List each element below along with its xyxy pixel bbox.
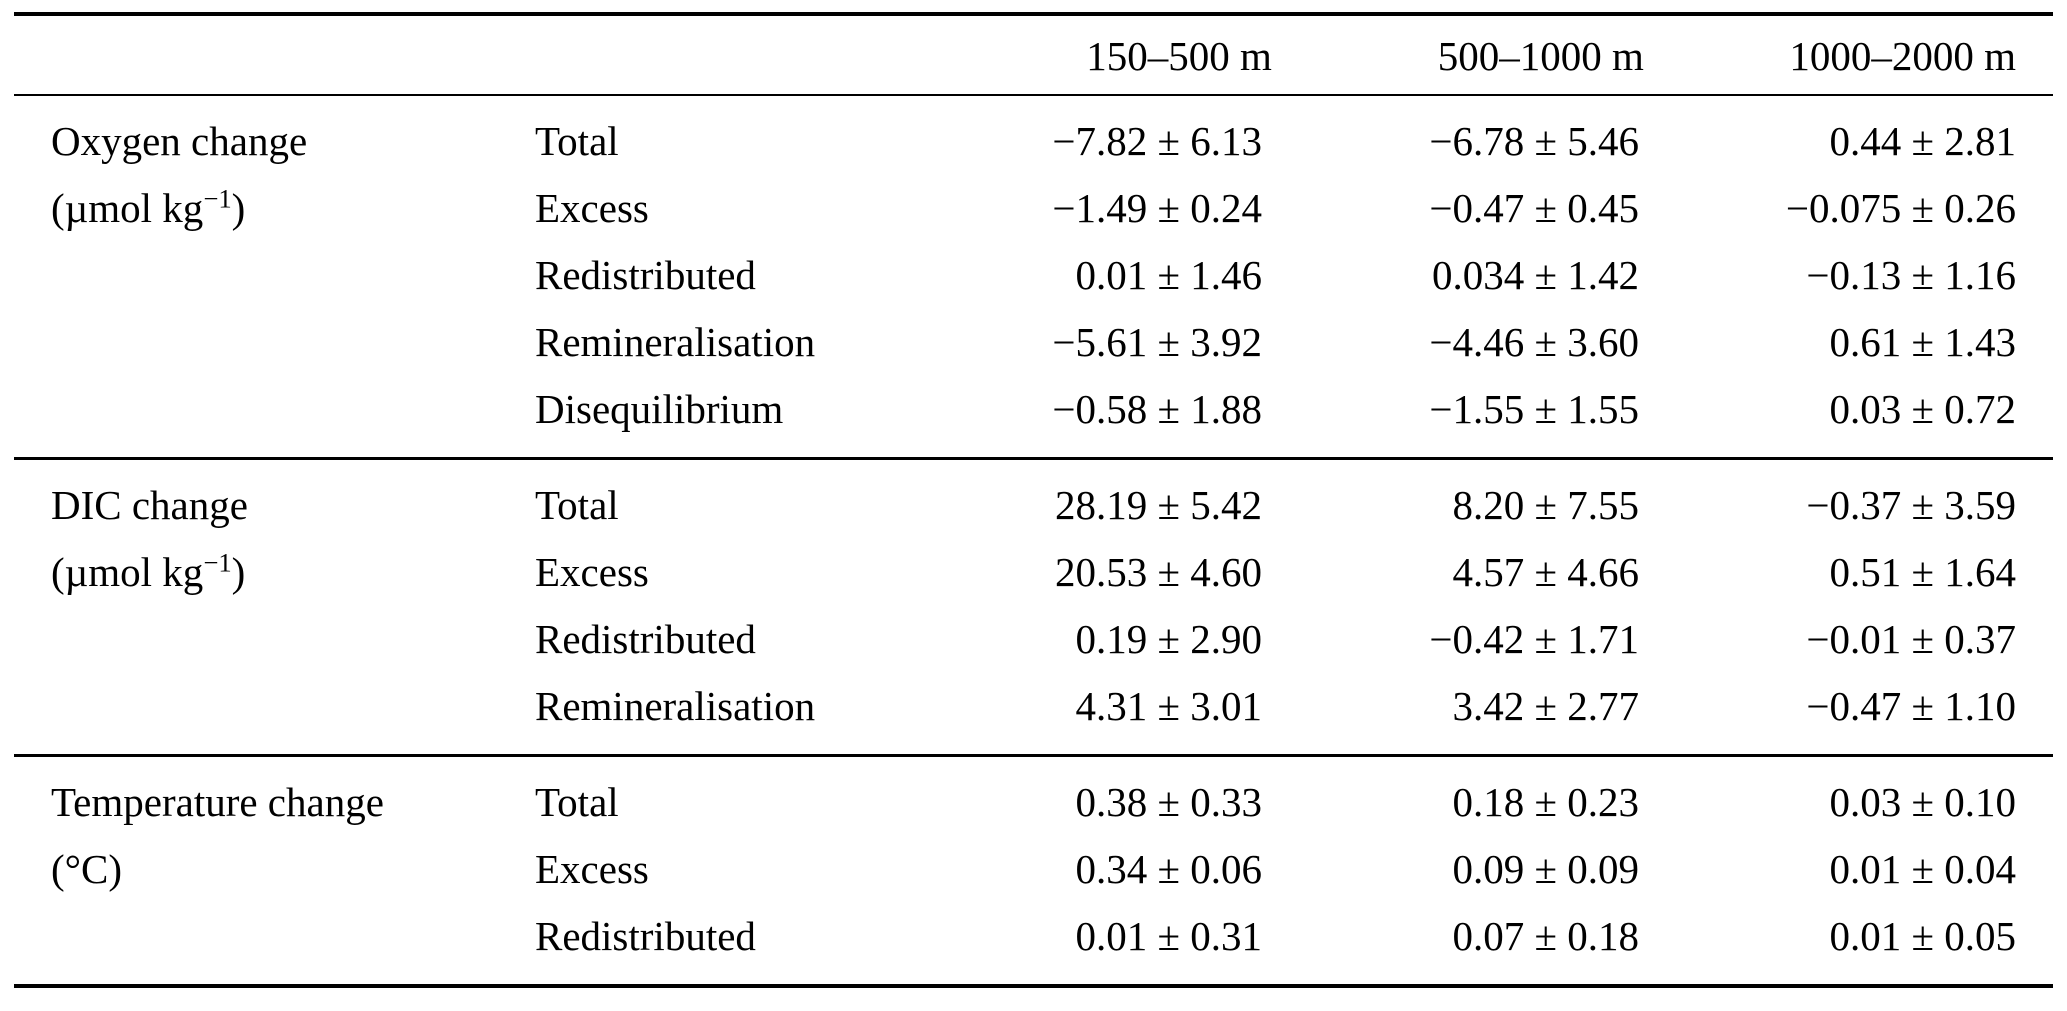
table-row: Total −7.82 ± 6.13 −6.78 ± 5.46 0.44 ± 2… [535,108,2016,175]
group-label-line1: Temperature change [51,779,384,825]
unit-pre: (µmol kg [51,185,204,231]
value-cell: 0.44 ± 2.81 [1829,118,2016,164]
table-row: Remineralisation 4.31 ± 3.01 3.42 ± 2.77… [535,673,2016,740]
component-label: Total [535,482,619,528]
table-row: Disequilibrium −0.58 ± 1.88 −1.55 ± 1.55… [535,376,2016,443]
section-rows: Total 0.38 ± 0.33 0.18 ± 0.23 0.03 ± 0.1… [535,769,2016,970]
section-rows: Total 28.19 ± 5.42 8.20 ± 7.55 −0.37 ± 3… [535,472,2016,740]
unit-post: ) [231,549,246,595]
value-cell: 0.09 ± 0.09 [1452,846,1639,892]
component-label: Total [535,779,619,825]
group-label-oxygen: Oxygen change (µmol kg−1) [51,108,535,443]
value-cell: −0.42 ± 1.71 [1429,616,1639,662]
group-label-unit: (µmol kg−1) [51,175,535,242]
unit-pre: (µmol kg [51,549,204,595]
value-cell: 0.01 ± 0.31 [1075,913,1262,959]
value-cell: −0.47 ± 1.10 [1806,683,2016,729]
value-cell: 0.03 ± 0.72 [1829,386,2016,432]
group-label-dic: DIC change (µmol kg−1) [51,472,535,740]
value-cell: 4.57 ± 4.66 [1452,549,1639,595]
value-cell: 0.01 ± 1.46 [1075,252,1262,298]
value-cell: 3.42 ± 2.77 [1452,683,1639,729]
section-dic-change: DIC change (µmol kg−1) Total 28.19 ± 5.4… [14,457,2053,754]
value-cell: −0.58 ± 1.88 [1052,386,1262,432]
value-cell: −5.61 ± 3.92 [1052,319,1262,365]
group-label-line1: DIC change [51,482,248,528]
value-cell: −1.49 ± 0.24 [1052,185,1262,231]
value-cell: 0.51 ± 1.64 [1829,549,2016,595]
table-row: Total 0.38 ± 0.33 0.18 ± 0.23 0.03 ± 0.1… [535,769,2016,836]
value-cell: 0.34 ± 0.06 [1075,846,1262,892]
group-label-line1: Oxygen change [51,118,308,164]
table-header-row: 150–500 m 500–1000 m 1000–2000 m [14,16,2053,96]
table-row: Excess 20.53 ± 4.60 4.57 ± 4.66 0.51 ± 1… [535,539,2016,606]
section-rows: Total −7.82 ± 6.13 −6.78 ± 5.46 0.44 ± 2… [535,108,2016,443]
component-label: Redistributed [535,616,756,662]
value-cell: 0.01 ± 0.05 [1829,913,2016,959]
component-label: Remineralisation [535,319,816,365]
value-cell: 0.19 ± 2.90 [1075,616,1262,662]
unit-pre: (°C) [51,846,123,892]
value-cell: 28.19 ± 5.42 [1054,482,1262,528]
column-header-depth-2: 500–1000 m [1437,33,1644,79]
value-cell: 20.53 ± 4.60 [1054,549,1262,595]
table-row: Excess −1.49 ± 0.24 −0.47 ± 0.45 −0.075 … [535,175,2016,242]
section-oxygen-change: Oxygen change (µmol kg−1) Total −7.82 ± … [14,96,2053,457]
value-cell: 0.03 ± 0.10 [1829,779,2016,825]
component-label: Excess [535,185,649,231]
value-cell: −0.37 ± 3.59 [1806,482,2016,528]
value-cell: 0.61 ± 1.43 [1829,319,2016,365]
value-cell: 0.38 ± 0.33 [1075,779,1262,825]
value-cell: −6.78 ± 5.46 [1429,118,1639,164]
table-row: Remineralisation −5.61 ± 3.92 −4.46 ± 3.… [535,309,2016,376]
unit-superscript: −1 [203,183,232,214]
value-cell: −1.55 ± 1.55 [1429,386,1639,432]
unit-superscript: −1 [203,547,232,578]
value-cell: 0.07 ± 0.18 [1452,913,1639,959]
table-row: Redistributed 0.19 ± 2.90 −0.42 ± 1.71 −… [535,606,2016,673]
component-label: Excess [535,846,649,892]
table-row: Redistributed 0.01 ± 1.46 0.034 ± 1.42 −… [535,242,2016,309]
value-cell: 8.20 ± 7.55 [1452,482,1639,528]
value-cell: −7.82 ± 6.13 [1052,118,1262,164]
component-label: Remineralisation [535,683,816,729]
table-row: Redistributed 0.01 ± 0.31 0.07 ± 0.18 0.… [535,903,2016,970]
component-label: Redistributed [535,913,756,959]
section-temperature-change: Temperature change (°C) Total 0.38 ± 0.3… [14,754,2053,984]
value-cell: 0.034 ± 1.42 [1431,252,1639,298]
value-cell: 0.18 ± 0.23 [1452,779,1639,825]
component-label: Redistributed [535,252,756,298]
column-header-depth-1: 150–500 m [1086,33,1272,79]
value-cell: 0.01 ± 0.04 [1829,846,2016,892]
table-row: Excess 0.34 ± 0.06 0.09 ± 0.09 0.01 ± 0.… [535,836,2016,903]
unit-post: ) [231,185,246,231]
group-label-unit: (°C) [51,836,535,903]
table-row: Total 28.19 ± 5.42 8.20 ± 7.55 −0.37 ± 3… [535,472,2016,539]
component-label: Disequilibrium [535,386,784,432]
group-label-temperature: Temperature change (°C) [51,769,535,970]
value-cell: 4.31 ± 3.01 [1075,683,1262,729]
column-header-depth-3: 1000–2000 m [1789,33,2016,79]
component-label: Excess [535,549,649,595]
component-label: Total [535,118,619,164]
value-cell: −0.01 ± 0.37 [1806,616,2016,662]
group-label-unit: (µmol kg−1) [51,539,535,606]
value-cell: −0.075 ± 0.26 [1785,185,2016,231]
value-cell: −0.47 ± 0.45 [1429,185,1639,231]
results-table: 150–500 m 500–1000 m 1000–2000 m Oxygen … [14,12,2053,988]
value-cell: −0.13 ± 1.16 [1806,252,2016,298]
value-cell: −4.46 ± 3.60 [1429,319,1639,365]
